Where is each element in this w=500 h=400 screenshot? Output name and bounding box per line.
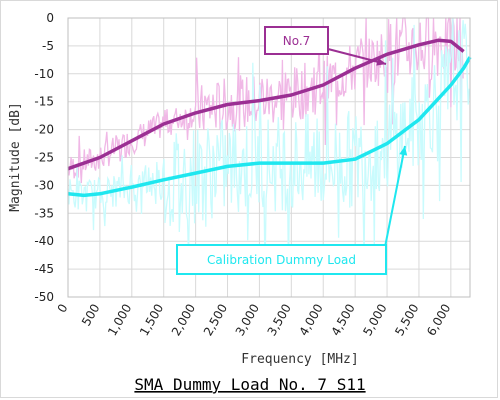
x-tick-labels: 0 500 1,000 1,500 2,000 2,500 3,000 3,500 4,000 4… (55, 302, 454, 339)
y-tick-label: -5 (42, 39, 54, 53)
y-tick-label: -20 (34, 123, 54, 137)
x-tick-label: 1,500 (137, 302, 166, 339)
y-tick-label: -50 (34, 290, 54, 304)
x-tick-label: 4,500 (328, 302, 357, 339)
y-axis-title: Magnitude [dB] (8, 102, 23, 212)
chart-caption: SMA Dummy Load No. 7 S11 (134, 375, 365, 394)
legend-callout-no7: No.7 (264, 26, 387, 66)
x-tick-label: 3,000 (233, 302, 262, 339)
x-tick-label: 6,000 (424, 302, 453, 339)
y-tick-labels: 0 -5 -10 -15 -20 -25 -30 -35 -40 -45 -50 (34, 11, 54, 304)
y-tick-label: -30 (34, 178, 54, 192)
smoothed-traces (67, 38, 472, 198)
callout-arrow-no7 (327, 48, 387, 65)
y-tick-label: -25 (34, 151, 54, 165)
x-tick-label: 2,500 (201, 302, 230, 339)
series-label-no7: No.7 (283, 34, 311, 48)
y-tick-label: 0 (46, 11, 54, 25)
raw-trace-calibration (67, 17, 470, 274)
callout-box-calibration (176, 244, 387, 275)
raw-traces (67, 17, 470, 274)
y-tick-label: -40 (34, 234, 54, 248)
legend-callout-calibration: Calibration Dummy Load (176, 145, 408, 275)
callout-arrow-calibration (384, 145, 406, 248)
plot-border (67, 17, 471, 298)
x-axis-title: Frequency [MHz] (241, 352, 358, 367)
callout-box-no7 (264, 26, 329, 55)
y-tick-label: -45 (34, 262, 54, 276)
x-tick-label: 5,000 (360, 302, 389, 339)
x-tick-label: 4,000 (297, 302, 326, 339)
x-tick-label: 0 (55, 302, 71, 316)
y-tick-label: -35 (34, 206, 54, 220)
x-tick-label: 5,500 (392, 302, 421, 339)
x-tick-label: 1,000 (105, 302, 134, 339)
raw-trace-no7 (67, 17, 464, 184)
x-tick-label: 2,000 (169, 302, 198, 339)
x-tick-label: 500 (79, 302, 103, 329)
y-tick-label: -10 (34, 67, 54, 81)
callout-arrowhead-no7 (376, 57, 386, 66)
y-tick-label: -15 (34, 95, 54, 109)
series-line-calibration (67, 56, 472, 198)
series-line-no7 (67, 38, 465, 171)
callout-arrowhead-calibration (399, 146, 408, 156)
series-label-calibration: Calibration Dummy Load (207, 253, 356, 267)
x-tick-label: 3,500 (265, 302, 294, 339)
